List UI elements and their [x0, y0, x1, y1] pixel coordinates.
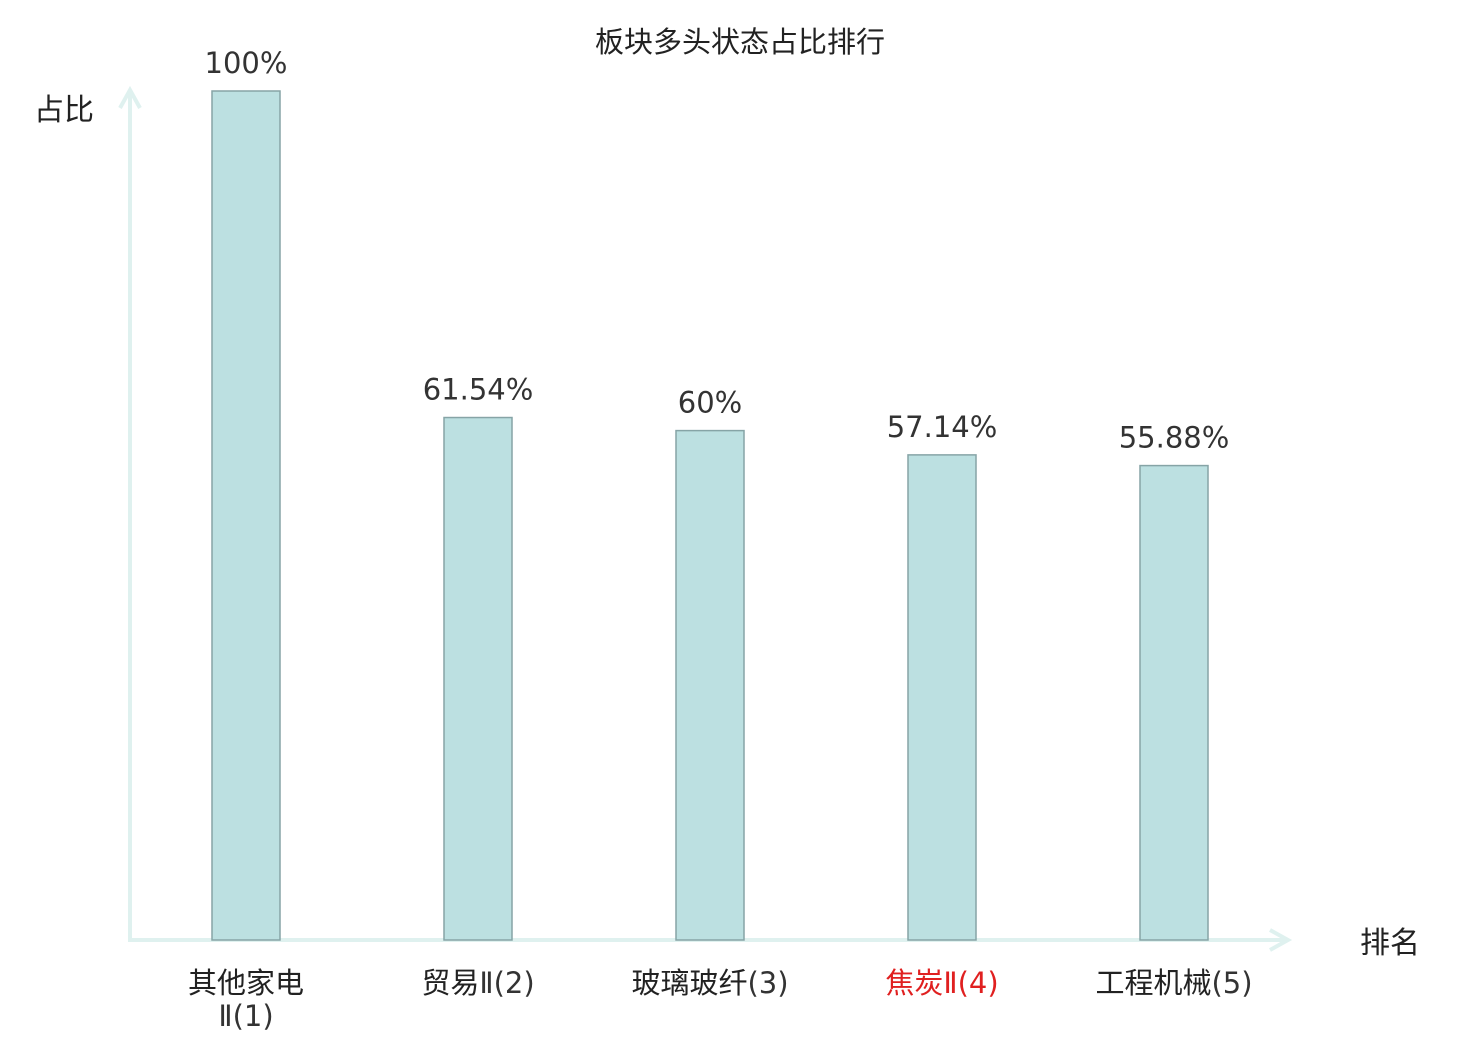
value-labels-group: 100% 61.54% 60% 57.14% 55.88%: [205, 46, 1230, 455]
chart-title: 板块多头状态占比排行: [595, 25, 885, 59]
bar-1: [211, 90, 281, 941]
category-text: 贸易Ⅱ(2): [421, 966, 534, 1000]
category-label-2: 贸易Ⅱ(2): [421, 966, 534, 1000]
bar-4: [907, 454, 977, 941]
category-name: 工程机械: [1095, 966, 1211, 1000]
category-label-3: 玻璃玻纤(3): [631, 966, 788, 1000]
x-axis-label: 排名: [1360, 926, 1420, 961]
category-text: 工程机械(5): [1095, 966, 1252, 1000]
category-rank: Ⅱ(4): [943, 966, 998, 1000]
y-axis: [118, 85, 142, 940]
value-label-2: 61.54%: [423, 373, 534, 407]
bar-3: [675, 429, 745, 941]
category-rank: Ⅱ(2): [479, 966, 534, 1000]
category-text: 玻璃玻纤(3): [631, 966, 788, 1000]
bars-group: [211, 90, 1209, 941]
bar-5: [1139, 464, 1209, 941]
category-name: 贸易: [421, 966, 479, 1000]
category-text: 焦炭Ⅱ(4): [885, 966, 998, 1000]
category-rank: Ⅱ(1): [218, 999, 273, 1033]
value-label-5: 55.88%: [1119, 421, 1230, 455]
category-name: 其他家电: [188, 966, 304, 1000]
category-label-5: 工程机械(5): [1095, 966, 1252, 1000]
category-label-4: 焦炭Ⅱ(4): [885, 966, 998, 1000]
y-axis-label: 占比: [34, 93, 94, 128]
bar-2: [443, 416, 513, 941]
category-name: 玻璃玻纤: [631, 966, 747, 1000]
value-label-1: 100%: [205, 46, 288, 80]
category-rank: (5): [1211, 966, 1252, 1000]
value-label-4: 57.14%: [887, 410, 998, 444]
category-name: 焦炭: [885, 966, 943, 1000]
value-label-3: 60%: [678, 386, 742, 420]
category-rank: (3): [747, 966, 788, 1000]
